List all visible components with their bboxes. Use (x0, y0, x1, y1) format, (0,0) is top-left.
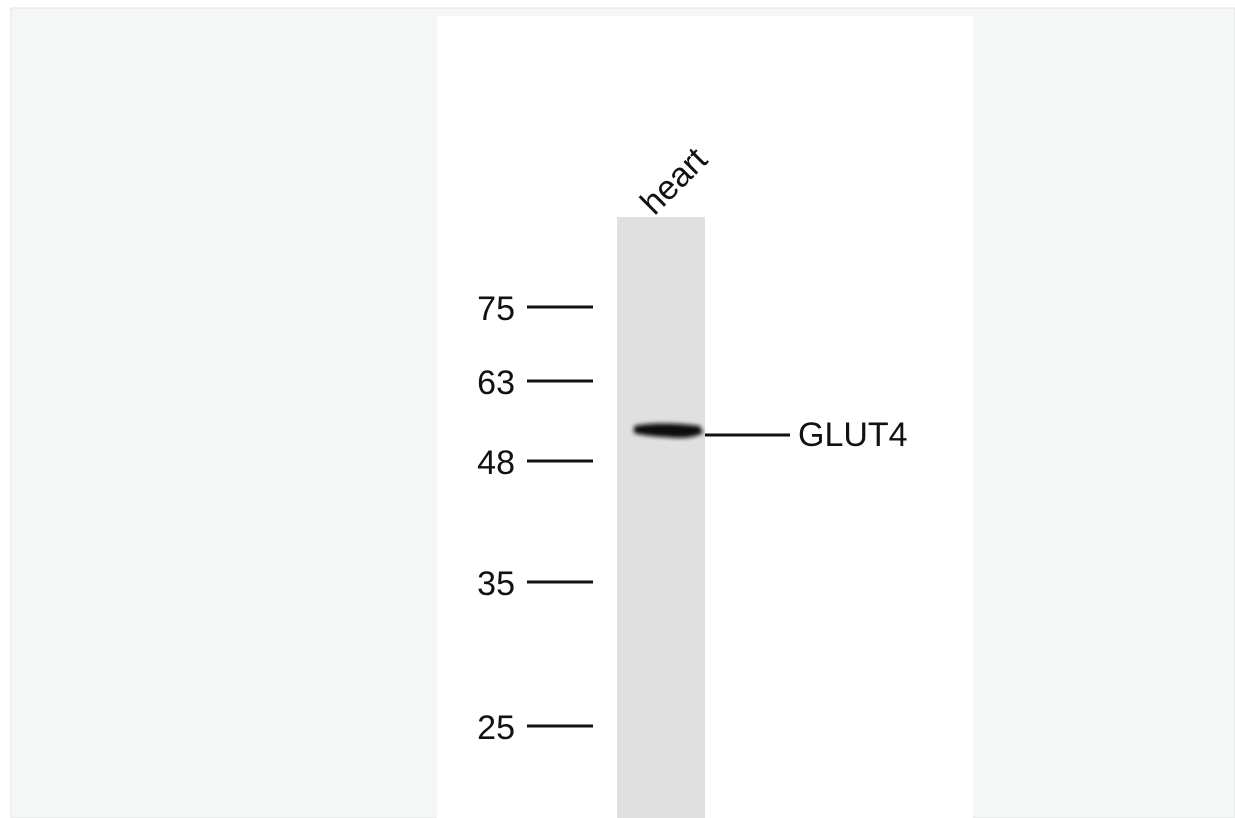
page: heart 7563483525 GLUT4 (() => { const da… (0, 0, 1235, 818)
lane (617, 217, 705, 818)
band-label: GLUT4 (798, 416, 908, 454)
marker-label: 63 (477, 364, 515, 402)
marker-label: 75 (477, 290, 515, 328)
marker-label: 25 (477, 709, 515, 747)
marker-label: 48 (477, 444, 515, 482)
figure: heart 7563483525 GLUT4 (0, 0, 1235, 818)
marker-label: 35 (477, 565, 515, 603)
